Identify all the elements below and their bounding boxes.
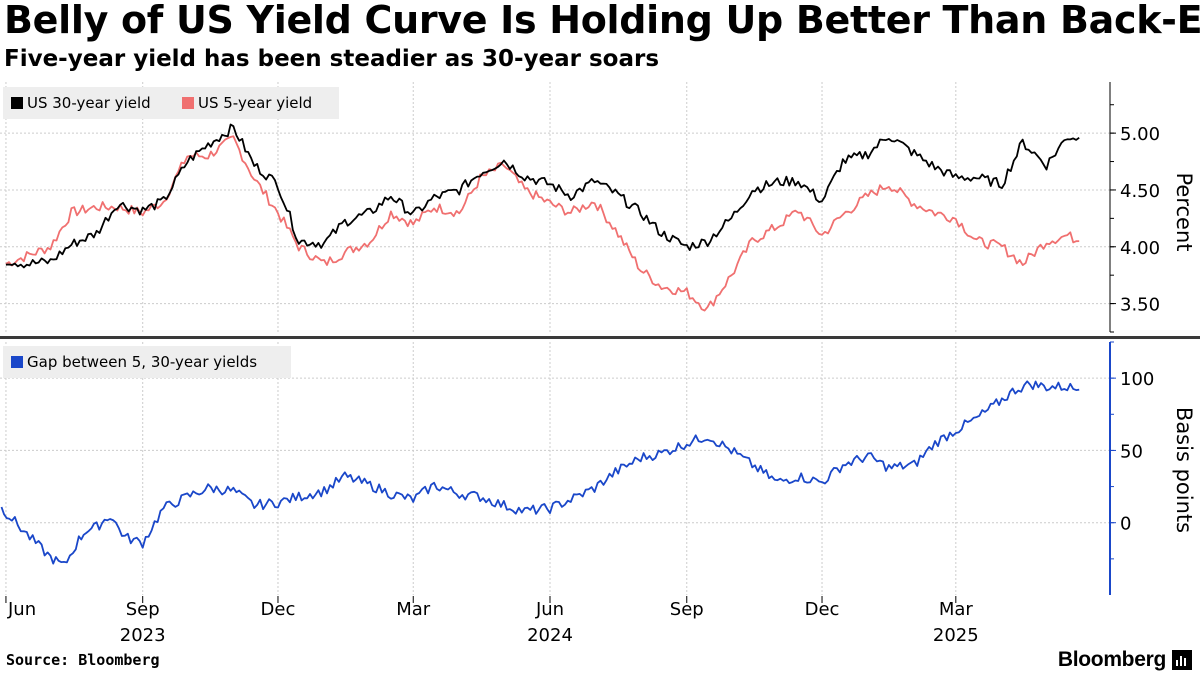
x-tick-label: Jun [7,599,36,620]
x-tick-label: Sep [670,599,704,620]
bottom-y-tick-label: 0 [1120,514,1131,535]
x-tick-label: Jun [535,599,564,620]
series-line-gap [0,380,1080,565]
x-tick-label: Dec [805,599,840,620]
top-y-tick-label: 5.00 [1120,124,1160,145]
legend-swatch-us30 [11,97,23,109]
source-note: Source: Bloomberg [6,651,160,669]
x-tick-label: Mar [396,599,431,620]
bloomberg-bar-icon [1172,650,1192,670]
top-y-tick-label: 3.50 [1120,295,1160,316]
top-legend: US 30-year yield US 5-year yield [3,87,339,119]
chart-subtitle: Five-year yield has been steadier as 30-… [4,46,660,72]
legend-swatch-gap [11,356,23,368]
bottom-legend: Gap between 5, 30-year yields [3,346,291,378]
x-year-label: 2025 [933,625,979,646]
bottom-y-axis-title: Basis points [1172,407,1196,533]
bloomberg-logo: Bloomberg [1057,648,1166,671]
chart-title: Belly of US Yield Curve Is Holding Up Be… [4,0,1200,42]
series-line-us30 [5,123,1080,269]
x-year-label: 2023 [120,625,166,646]
x-year-label: 2024 [527,625,573,646]
x-tick-label: Mar [939,599,974,620]
bottom-y-tick-label: 50 [1120,441,1143,462]
top-legend-background [3,87,339,119]
bottom-legend-background [3,346,291,378]
bottom-y-tick-label: 100 [1120,369,1154,390]
top-y-axis-title: Percent [1172,172,1196,251]
legend-label-us30: US 30-year yield [27,94,151,112]
top-y-tick-label: 4.00 [1120,238,1160,259]
x-tick-label: Dec [261,599,296,620]
legend-swatch-us5 [182,97,194,109]
top-y-tick-label: 4.50 [1120,181,1160,202]
legend-label-us5: US 5-year yield [198,94,312,112]
gridlines [0,82,1110,603]
panel-separator [0,336,1200,339]
x-tick-label: Sep [126,599,160,620]
legend-label-gap: Gap between 5, 30-year yields [27,353,257,371]
series-line-us5 [5,135,1080,312]
